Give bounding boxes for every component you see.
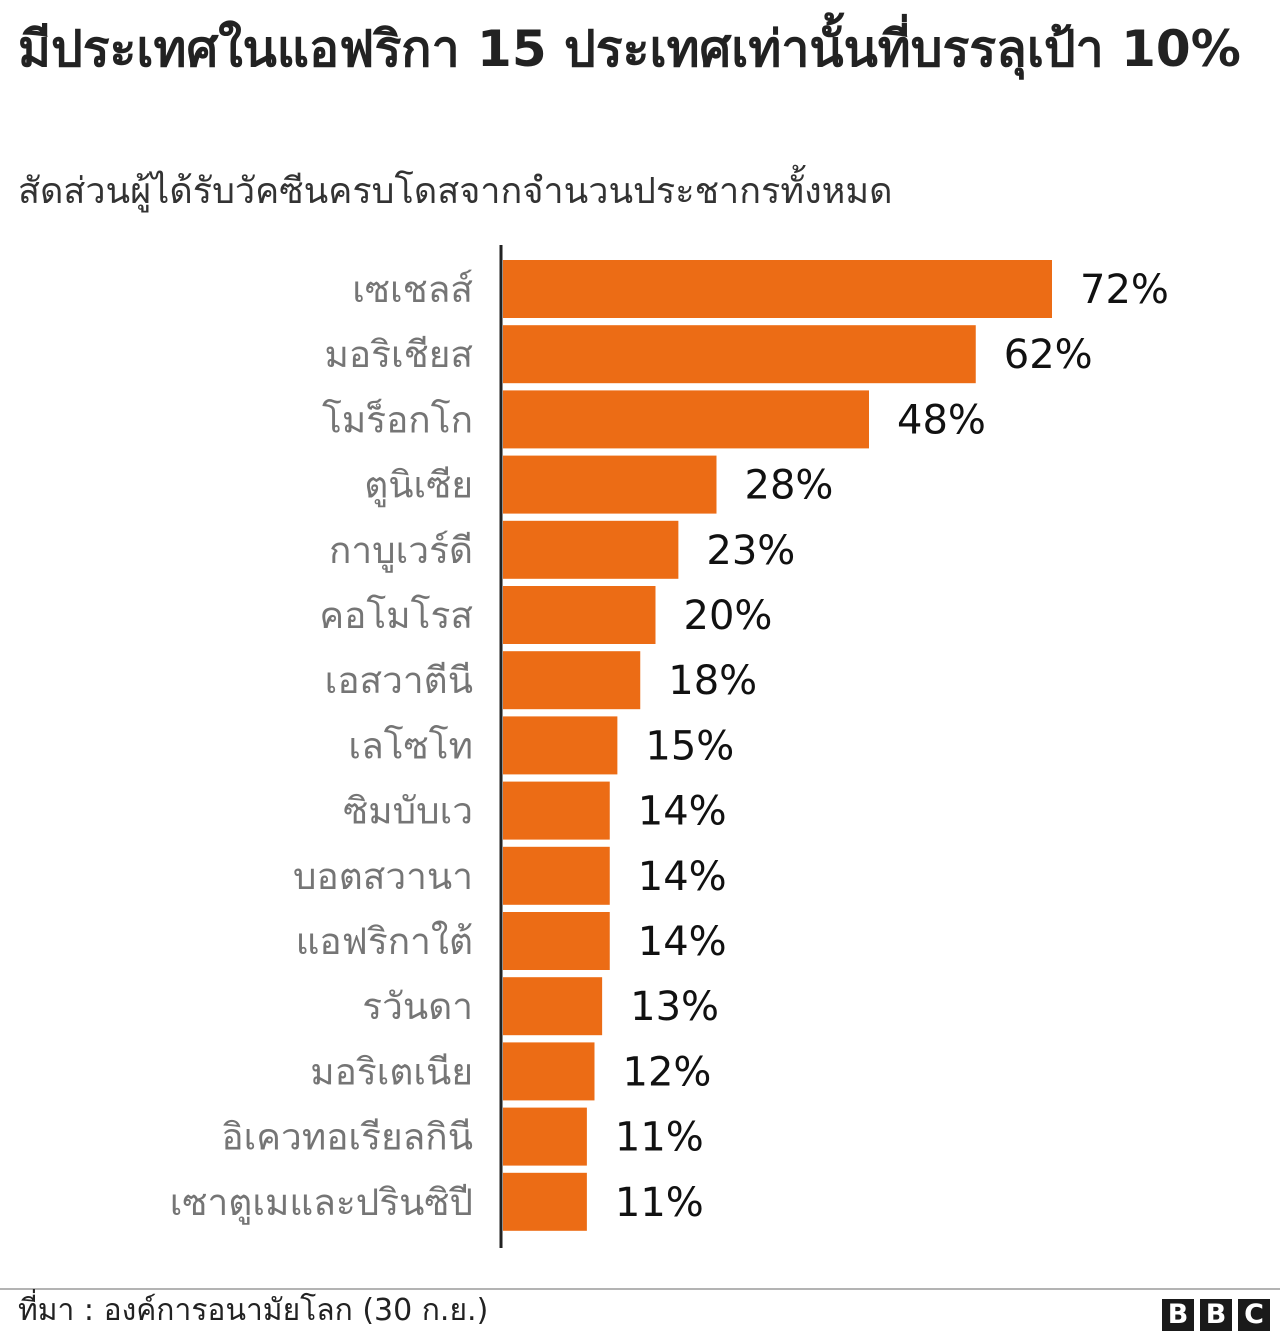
source-note: ที่มา : องค์การอนามัยโลก (30 ก.ย.)	[18, 1293, 489, 1328]
value-label: 11%	[615, 1115, 704, 1161]
chart-title: มีประเทศในแอฟริกา 15 ประเทศเท่านั้นที่บร…	[18, 20, 1241, 78]
bbc-logo-letter-1: B	[1162, 1299, 1194, 1331]
bar	[503, 846, 610, 905]
category-label: ตูนิเซีย	[364, 464, 473, 508]
bar	[503, 520, 679, 579]
value-label: 62%	[1004, 332, 1093, 378]
value-label: 12%	[623, 1049, 712, 1095]
category-label: เซเชลส์	[352, 268, 473, 311]
bar	[503, 716, 618, 775]
bbc-logo-letter-2: B	[1200, 1299, 1232, 1331]
bar-chart: เซเชลส์ 72% มอริเชียส 62% โมร็อกโก 48% ตูนิเซี…	[170, 245, 1169, 1248]
chart-subtitle: สัดส่วนผู้ได้รับวัคซีนครบโดสจากจำนวนประช…	[18, 171, 893, 212]
value-label: 11%	[615, 1180, 704, 1226]
bar	[503, 977, 603, 1036]
bar	[503, 1107, 587, 1166]
bbc-logo-letter-3: C	[1238, 1299, 1270, 1331]
value-label: 28%	[745, 463, 834, 509]
value-label: 14%	[638, 789, 727, 835]
category-label: บอตสวานา	[293, 855, 473, 898]
value-label: 23%	[706, 528, 795, 574]
category-label: มอริเชียส	[324, 333, 473, 376]
bar	[503, 455, 717, 514]
bar	[503, 651, 641, 710]
bar	[503, 1042, 595, 1101]
category-label: เลโซโท	[348, 724, 473, 767]
bar	[503, 1172, 587, 1231]
footer-divider	[0, 1288, 1280, 1290]
value-label: 48%	[897, 397, 986, 443]
value-label: 72%	[1080, 267, 1169, 313]
category-label: เอสวาตีนี	[325, 659, 473, 702]
category-label: อิเควทอเรียลกินี	[221, 1116, 473, 1159]
category-label: มอริเตเนีย	[310, 1050, 473, 1093]
bar	[503, 586, 656, 644]
bar	[503, 260, 1052, 318]
category-label: แอฟริกาใต้	[296, 920, 473, 963]
category-label: คอโมโรส	[319, 594, 473, 637]
value-label: 14%	[638, 854, 727, 900]
bar	[503, 325, 976, 384]
value-label: 20%	[684, 593, 773, 639]
value-label: 15%	[645, 723, 734, 769]
category-label: รวันดา	[362, 985, 473, 1028]
value-label: 18%	[668, 658, 757, 704]
value-label: 13%	[630, 984, 719, 1030]
bbc-logo: B B C	[1162, 1299, 1270, 1331]
bar	[503, 781, 610, 840]
value-label: 14%	[638, 919, 727, 965]
category-label: ซิมบับเว	[343, 790, 473, 833]
bar	[503, 390, 869, 449]
category-label: เซาตูเมและปรินซิปี	[170, 1181, 473, 1225]
category-label: โมร็อกโก	[322, 396, 473, 441]
category-label: กาบูเวร์ดี	[329, 529, 473, 573]
bar	[503, 912, 610, 970]
